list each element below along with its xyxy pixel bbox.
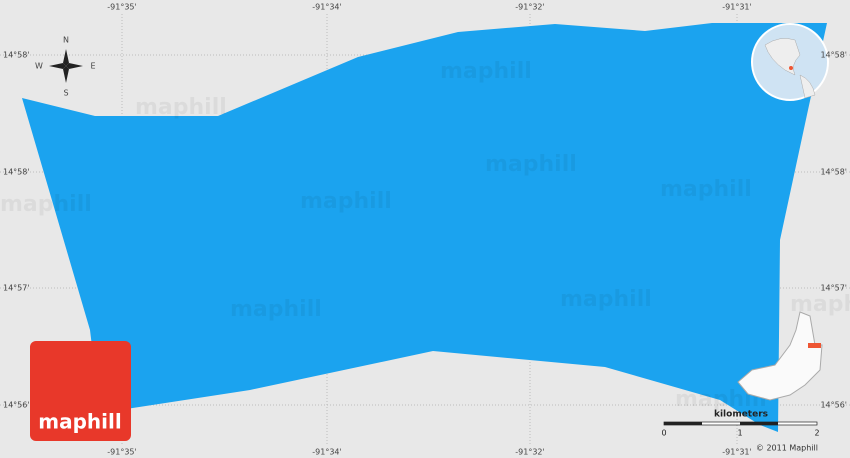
- scale-tick-label: 0: [661, 429, 666, 438]
- lat-label-right: 14°57': [820, 284, 847, 293]
- scale-unit: kilometers: [714, 410, 768, 420]
- compass-n: N: [63, 36, 69, 45]
- lon-label-bottom: -91°35': [107, 448, 136, 457]
- compass-w: W: [35, 62, 43, 71]
- lon-label-bottom: -91°32': [515, 448, 544, 457]
- watermark: maphill: [0, 192, 92, 217]
- lon-label-bottom: -91°31': [722, 448, 751, 457]
- lon-label-top: -91°34': [312, 3, 341, 12]
- lat-label-left: 14°58': [3, 168, 30, 177]
- watermark: maphill: [560, 287, 652, 312]
- logo-text: maphill: [38, 410, 121, 434]
- lat-label-right: 14°56': [820, 401, 847, 410]
- lat-label-left: 14°56': [3, 401, 30, 410]
- inset-region: [737, 311, 823, 401]
- watermark: maphill: [230, 297, 322, 322]
- lat-label-left: 14°58': [3, 51, 30, 60]
- watermarks: maphill maphill maphill maphill maphill maphi…: [0, 59, 850, 412]
- watermark: maphill: [135, 95, 227, 120]
- watermark: maphill: [300, 189, 392, 214]
- globe: [751, 23, 829, 101]
- logo: maphill: [30, 341, 131, 441]
- compass: N S E W: [35, 36, 95, 98]
- lon-label-bottom: -91°34': [312, 448, 341, 457]
- region: [22, 23, 827, 432]
- copyright: © 2011 Maphill: [756, 444, 818, 453]
- compass-e: E: [90, 62, 95, 71]
- lon-label-top: -91°31': [722, 3, 751, 12]
- watermark: maphill: [440, 59, 532, 84]
- watermark: maphill: [485, 152, 577, 177]
- lon-label-top: -91°32': [515, 3, 544, 12]
- watermark: maphill: [660, 177, 752, 202]
- scale-tick-label: 2: [814, 429, 819, 438]
- scale-bar: kilometers 0 1 2: [661, 410, 819, 438]
- lat-label-right: 14°58': [820, 168, 847, 177]
- watermark: maphill: [790, 292, 850, 317]
- compass-s: S: [63, 89, 68, 98]
- lon-label-top: -91°35': [107, 3, 136, 12]
- lat-label-left: 14°57': [3, 284, 30, 293]
- scale-tick-label: 1: [737, 429, 742, 438]
- lat-label-right: 14°58': [820, 51, 847, 60]
